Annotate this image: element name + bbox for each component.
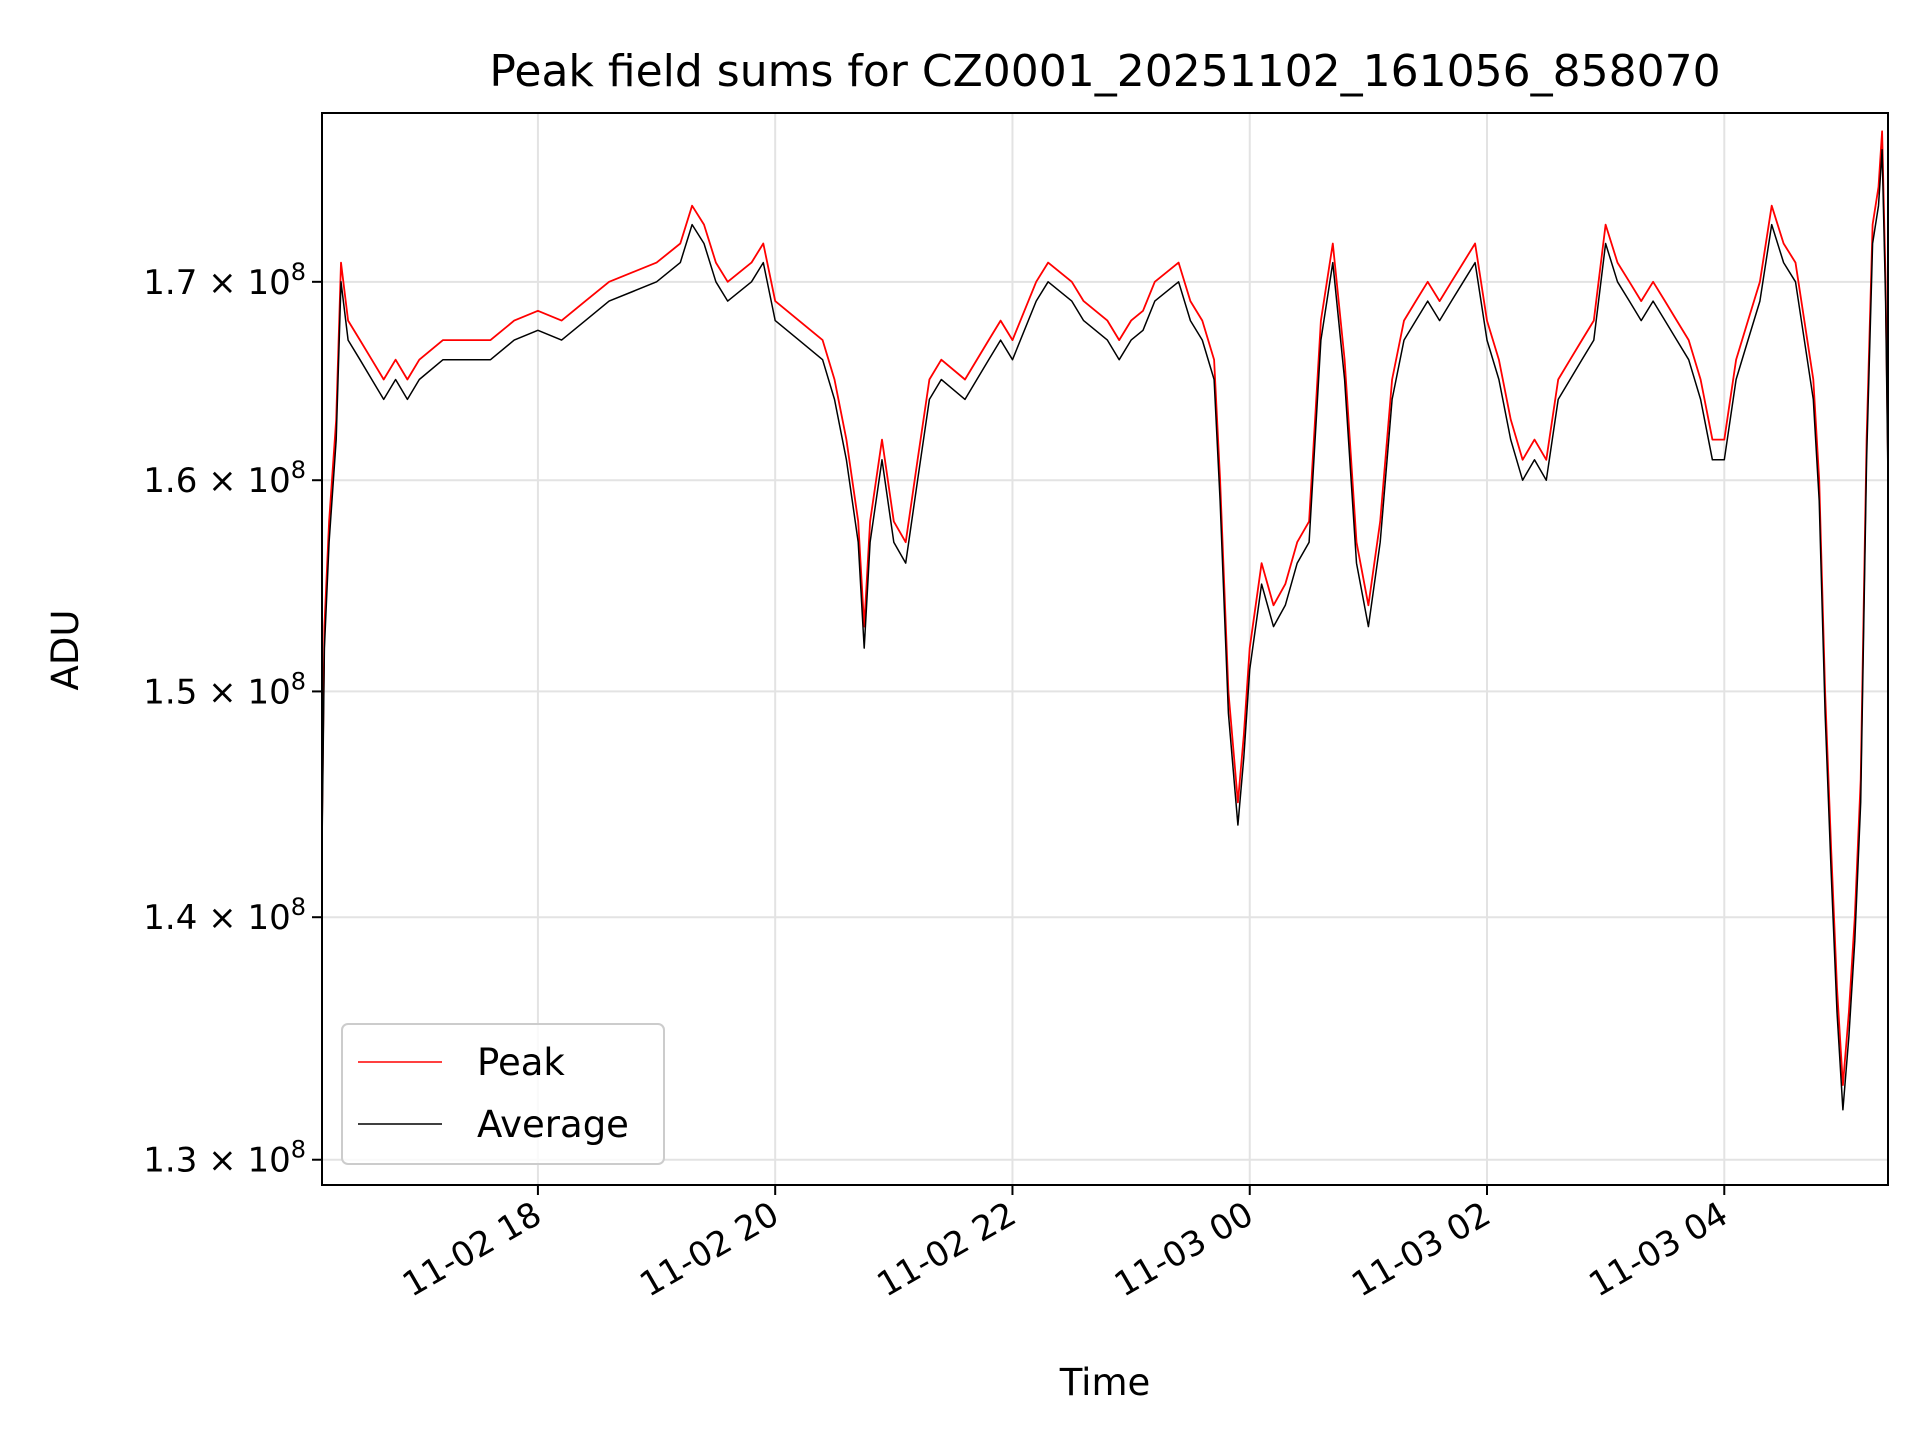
grid [322, 113, 1888, 1185]
y-tick-label: 1.5 × 108 [143, 667, 306, 712]
y-tick-mantissa: 1.5 × 10 [143, 672, 290, 712]
y-axis-label: ADU [44, 610, 87, 691]
plot-frame [321, 112, 1889, 1186]
y-tick-label: 1.3 × 108 [143, 1136, 306, 1181]
legend-average-label: Average [477, 1103, 629, 1146]
legend: Peak Average [341, 1023, 665, 1165]
y-tick-exponent: 8 [291, 893, 306, 921]
y-tick-exponent: 8 [291, 258, 306, 286]
legend-box [341, 1023, 665, 1165]
y-tick-mantissa: 1.6 × 10 [143, 461, 290, 501]
chart-title: Peak field sums for CZ0001_20251102_1610… [489, 46, 1720, 97]
y-tick-mantissa: 1.4 × 10 [143, 898, 290, 938]
y-tick-mantissa: 1.7 × 10 [143, 263, 290, 303]
series-layer [322, 130, 1888, 1111]
legend-peak-label: Peak [477, 1041, 565, 1084]
y-tick-label: 1.4 × 108 [143, 893, 306, 938]
y-tick-exponent: 8 [291, 1136, 306, 1164]
y-tick-label: 1.7 × 108 [143, 258, 306, 303]
x-axis-label: Time [1059, 1361, 1151, 1404]
series-line-average [322, 149, 1888, 1111]
y-tick-exponent: 8 [291, 456, 306, 484]
series-line-peak [322, 130, 1888, 1086]
y-tick-exponent: 8 [291, 667, 306, 695]
y-tick-mantissa: 1.3 × 10 [143, 1141, 290, 1181]
y-tick-label: 1.6 × 108 [143, 456, 306, 501]
